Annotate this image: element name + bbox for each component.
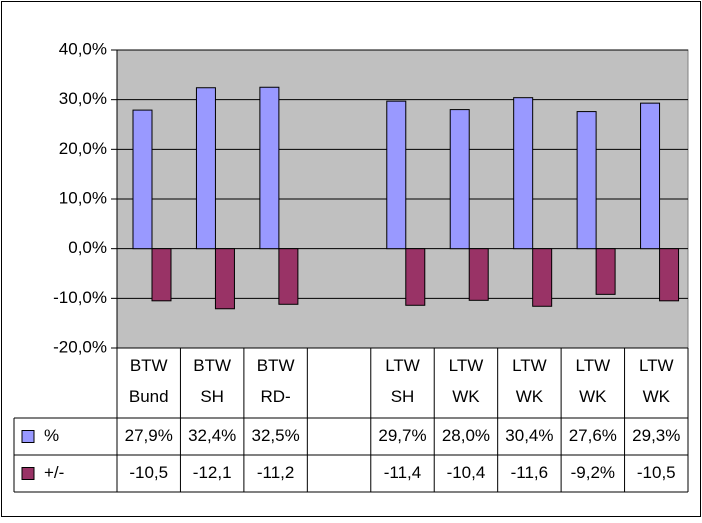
bar (386, 100, 407, 250)
data-label: -11,6 (511, 463, 549, 482)
category-label: LTW SH (385, 356, 420, 406)
bar (513, 97, 534, 250)
data-label: 29,3% (632, 426, 680, 445)
legend-label: % (44, 426, 59, 445)
bar (259, 86, 280, 250)
data-label: 32,4% (188, 426, 236, 445)
y-tick-label: -20,0% (53, 337, 107, 356)
legend-key (21, 467, 35, 480)
bar (195, 87, 216, 250)
data-label: 28,0% (442, 426, 490, 445)
category-label: BTW RD- (257, 356, 295, 406)
bar (449, 109, 470, 250)
data-label: -12,1 (193, 463, 232, 482)
data-label: -11,4 (384, 463, 422, 482)
category-label: LTW WK (576, 356, 611, 406)
bar (659, 248, 680, 302)
bar (278, 248, 299, 305)
bar (468, 248, 489, 301)
bar (132, 109, 153, 250)
data-label: 27,6% (569, 426, 617, 445)
y-tick-label: 0,0% (68, 238, 107, 257)
data-label: 32,5% (252, 426, 300, 445)
category-label: BTW SH (193, 356, 231, 406)
category-label: LTW WK (639, 356, 674, 406)
bar (405, 248, 426, 306)
data-label: -9,2% (571, 463, 615, 482)
bar (640, 102, 661, 250)
bar (576, 111, 597, 250)
data-label: 27,9% (125, 426, 173, 445)
data-label: -10,5 (637, 463, 676, 482)
data-label: 29,7% (378, 426, 426, 445)
category-label: BTW Bund (129, 356, 169, 406)
legend-key (21, 430, 35, 443)
y-tick-label: 30,0% (59, 89, 107, 108)
data-label: 30,4% (505, 426, 553, 445)
data-label: -10,5 (129, 463, 168, 482)
bar (595, 248, 616, 295)
data-label: -11,2 (257, 463, 295, 482)
bar (151, 248, 172, 302)
category-label: LTW WK (449, 356, 484, 406)
y-tick-label: 40,0% (59, 39, 107, 58)
data-label: -10,4 (447, 463, 486, 482)
bar (214, 248, 235, 310)
y-tick-label: 20,0% (59, 139, 107, 158)
legend-label: +/- (44, 463, 64, 482)
category-label: LTW WK (512, 356, 547, 406)
y-tick-label: 10,0% (59, 188, 107, 207)
bar (532, 248, 553, 307)
y-tick-label: -10,0% (53, 288, 107, 307)
